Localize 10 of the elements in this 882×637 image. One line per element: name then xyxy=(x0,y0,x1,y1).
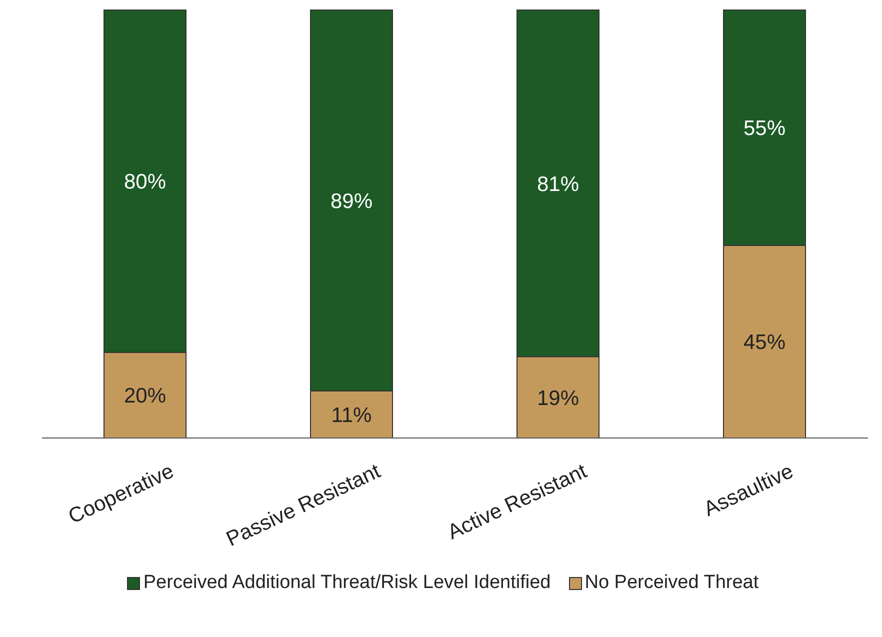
data-label: 55% xyxy=(743,117,786,140)
legend-label: No Perceived Threat xyxy=(584,572,759,594)
data-label: 80% xyxy=(124,170,166,194)
data-label: 89% xyxy=(330,190,373,213)
data-label: 20% xyxy=(124,384,166,408)
data-label: 45% xyxy=(743,331,786,354)
data-label: 19% xyxy=(536,386,580,410)
data-label: 11% xyxy=(331,404,372,427)
legend-label: Perceived Additional Threat/Risk Level Identified xyxy=(142,572,551,594)
data-label: 81% xyxy=(536,172,580,196)
